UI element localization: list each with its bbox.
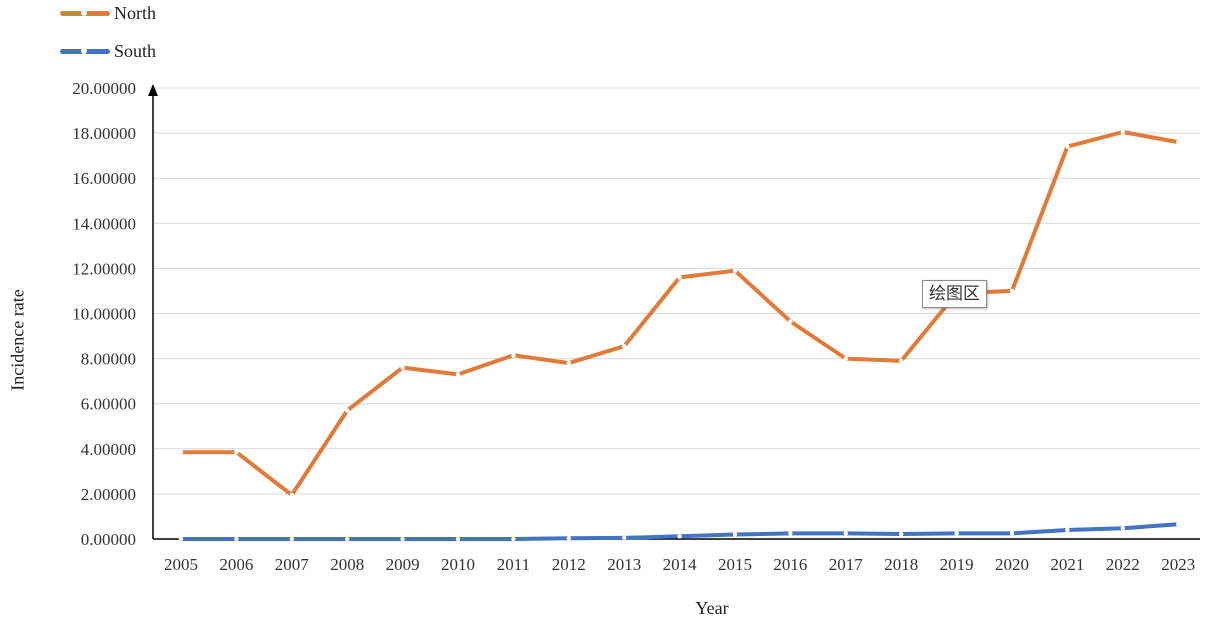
- data-point-south: [178, 536, 184, 542]
- x-tick-label: 2018: [884, 555, 918, 574]
- x-tick-label: 2019: [940, 555, 974, 574]
- x-tick-label: 2007: [275, 555, 310, 574]
- data-point-south: [1065, 527, 1070, 533]
- data-point-north: [345, 408, 350, 413]
- data-point-south: [289, 536, 294, 542]
- data-point-south: [954, 531, 959, 536]
- gridlines: [153, 87, 1200, 495]
- y-tick-label: 6.00000: [81, 395, 136, 414]
- y-axis-arrow: [148, 84, 158, 96]
- legend-label-north: North: [114, 2, 156, 23]
- x-axis-title: Year: [695, 598, 729, 618]
- data-point-south: [1176, 522, 1181, 527]
- x-tick-label: 2021: [1050, 555, 1084, 574]
- data-point-north: [566, 360, 571, 366]
- data-point-south: [622, 535, 627, 541]
- data-point-north: [732, 268, 738, 273]
- y-tick-label: 2.00000: [81, 485, 136, 504]
- data-point-north: [843, 356, 848, 361]
- data-point-north: [788, 319, 793, 324]
- data-point-south: [345, 536, 350, 542]
- x-tick-label: 2005: [164, 555, 198, 574]
- y-tick-label: 8.00000: [81, 350, 136, 369]
- data-point-north: [234, 449, 239, 455]
- y-tick-label: 0.00000: [81, 530, 136, 549]
- data-point-south: [843, 531, 848, 536]
- series-lines: [178, 129, 1181, 542]
- data-point-north: [1176, 139, 1181, 145]
- legend-item-north: North: [60, 2, 156, 24]
- legend: North South: [60, 2, 156, 78]
- plot-area-tooltip: 绘图区: [922, 280, 987, 308]
- legend-label-south: South: [114, 40, 157, 61]
- data-point-south: [400, 536, 405, 542]
- legend-swatch-south: [60, 48, 110, 54]
- data-point-south: [899, 531, 904, 537]
- data-point-south: [1009, 531, 1015, 536]
- y-tick-label: 18.00000: [72, 124, 136, 143]
- x-tick-label: 2014: [663, 555, 698, 574]
- data-point-north: [178, 449, 184, 455]
- y-tick-label: 14.00000: [72, 214, 136, 233]
- x-tick-label: 2017: [829, 555, 864, 574]
- x-axis-tick-labels: 2005 2006 2007 2008 2009 2010 2011 2012 2013 2014…: [164, 555, 1195, 574]
- y-tick-label: 12.00000: [72, 259, 136, 278]
- data-point-south: [788, 531, 793, 536]
- y-axis-tick-labels: 0.00000 2.00000 4.00000 6.00000 8.00000 10.00…: [72, 79, 136, 549]
- legend-swatch-north: [60, 10, 110, 16]
- y-tick-label: 4.00000: [81, 440, 136, 459]
- data-point-south: [677, 534, 682, 539]
- x-tick-label: 2009: [386, 555, 420, 574]
- x-tick-label: 2023: [1161, 555, 1195, 574]
- data-point-south: [732, 532, 738, 537]
- y-tick-label: 20.00000: [72, 79, 136, 98]
- x-tick-label: 2015: [718, 555, 752, 574]
- data-point-south: [566, 536, 571, 541]
- data-point-north: [1120, 129, 1126, 135]
- data-point-north: [511, 353, 516, 358]
- y-axis-title: Incidence rate: [7, 289, 28, 391]
- data-point-north: [400, 365, 405, 370]
- x-tick-label: 2022: [1106, 555, 1140, 574]
- data-point-south: [1120, 525, 1126, 531]
- x-tick-label: 2012: [552, 555, 586, 574]
- data-point-south: [511, 536, 516, 542]
- data-point-north: [899, 358, 904, 364]
- x-tick-label: 2011: [497, 555, 530, 574]
- x-tick-label: 2020: [995, 555, 1029, 574]
- data-point-north: [622, 343, 627, 349]
- y-tick-label: 10.00000: [72, 305, 136, 324]
- data-point-north: [289, 492, 294, 498]
- data-point-north: [1065, 144, 1070, 149]
- x-tick-label: 2016: [773, 555, 807, 574]
- data-point-north: [455, 372, 461, 377]
- x-tick-label: 2013: [607, 555, 641, 574]
- data-point-north: [677, 275, 682, 280]
- x-tick-label: 2006: [219, 555, 253, 574]
- y-tick-label: 16.00000: [72, 169, 136, 188]
- x-tick-label: 2010: [441, 555, 475, 574]
- x-tick-label: 2008: [330, 555, 364, 574]
- data-point-south: [455, 536, 461, 542]
- legend-item-south: South: [60, 40, 156, 62]
- data-point-south: [234, 536, 239, 542]
- data-point-north: [1009, 288, 1015, 294]
